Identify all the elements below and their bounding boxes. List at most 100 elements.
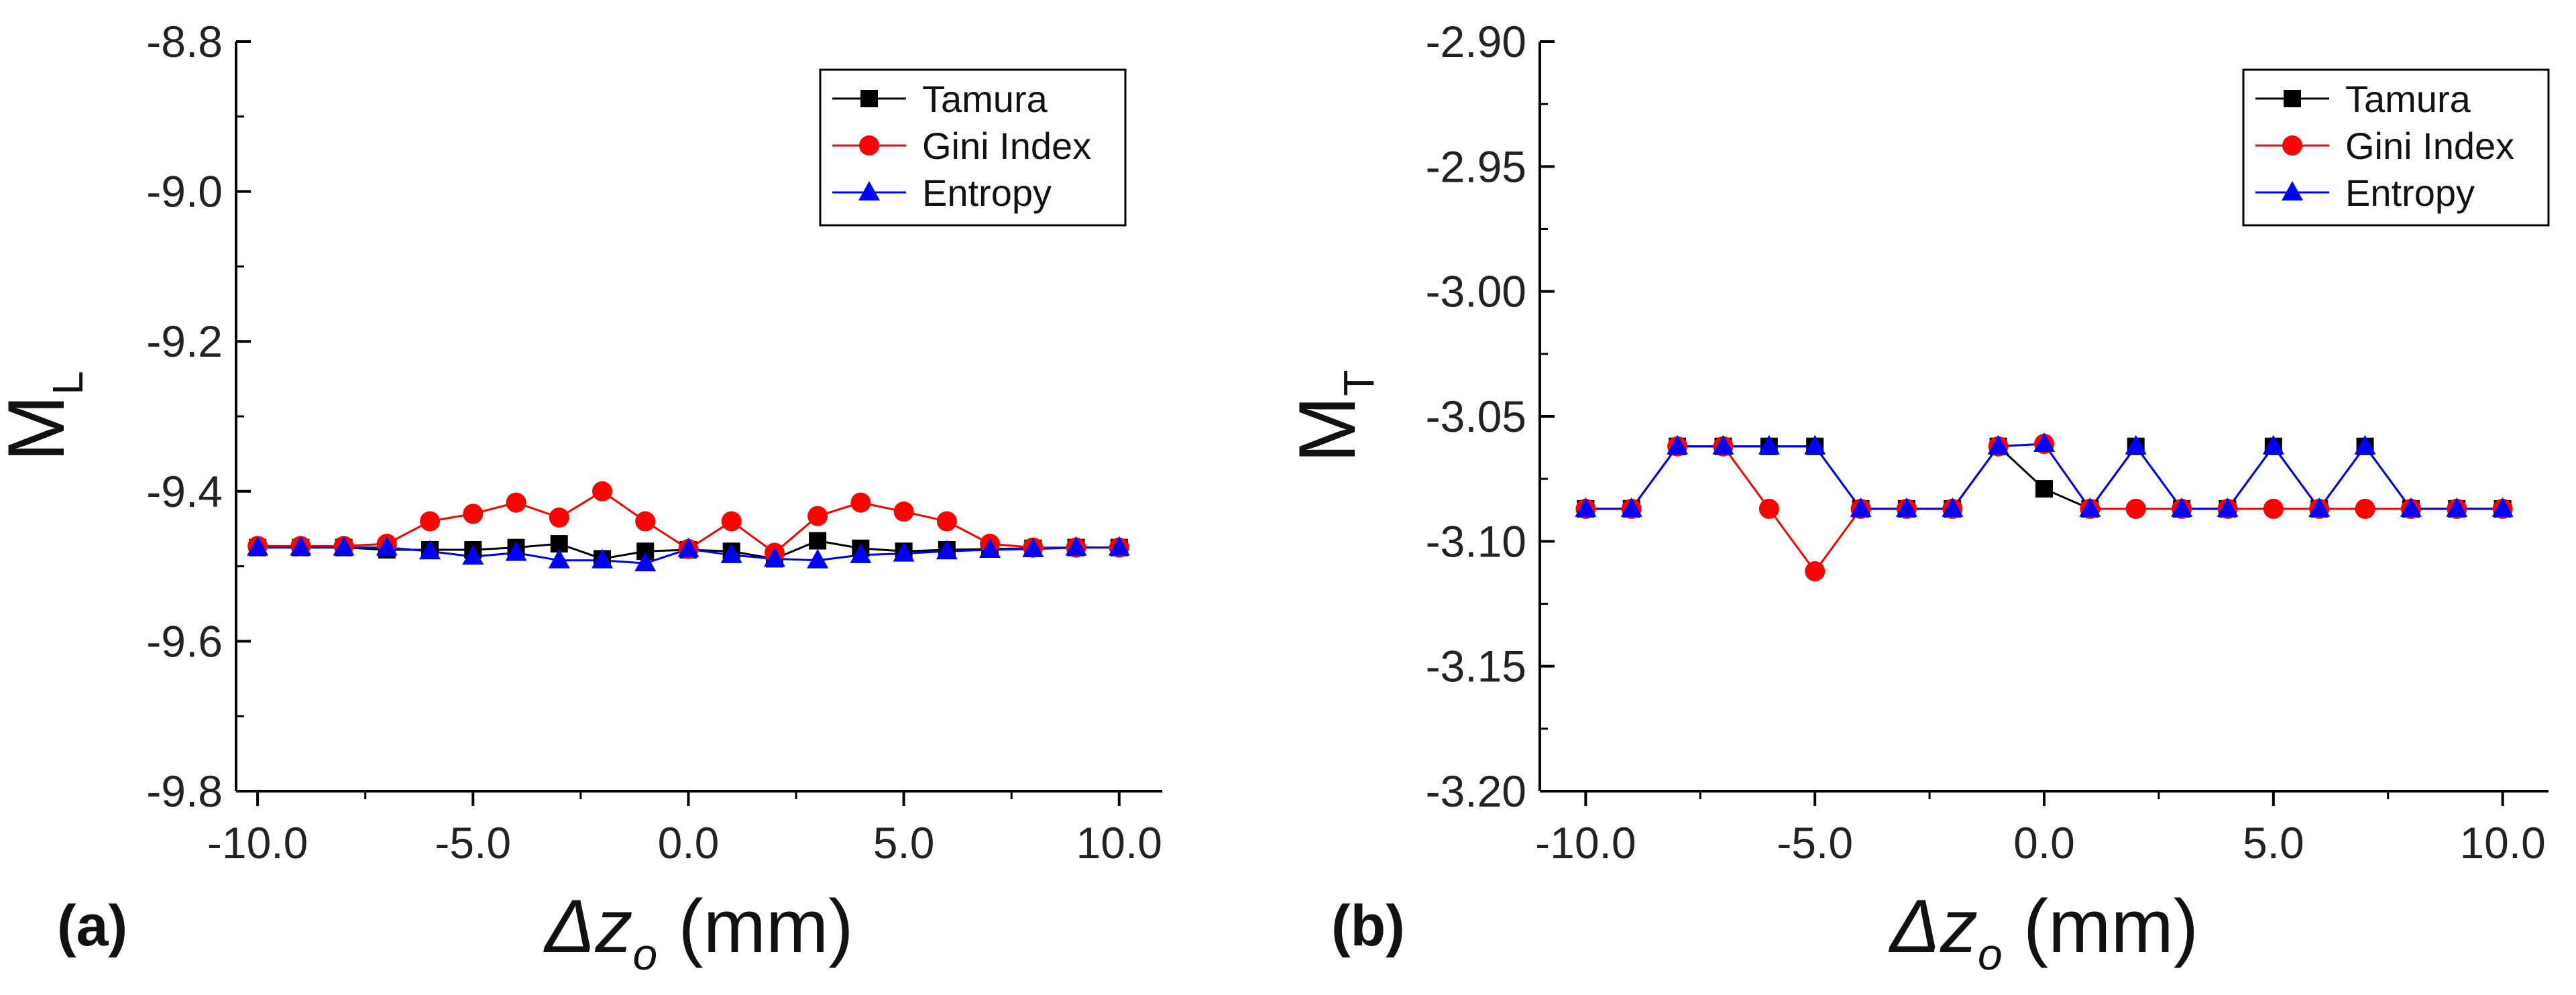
y-axis-label: MT (1282, 369, 1383, 463)
data-point-entropy (2079, 497, 2101, 517)
data-point-entropy (1942, 497, 1964, 517)
data-point-gini-index (1758, 498, 1779, 519)
data-point-entropy (2217, 497, 2239, 517)
data-point-entropy (2262, 434, 2284, 455)
data-point-gini-index (635, 511, 656, 532)
data-point-tamura (809, 532, 827, 550)
data-point-gini-index (2125, 498, 2146, 519)
legend-marker (860, 90, 878, 107)
data-point-entropy (1712, 434, 1734, 455)
panel-b: -2.90 -2.95 -3.00 -3.05 -3.10 -3.15 -3.20-10.0… (1282, 17, 2550, 979)
data-point-entropy (936, 540, 958, 560)
legend-label: Entropy (2345, 172, 2475, 214)
data-point-gini-index (420, 511, 441, 532)
x-axis-label-main: Δz (1888, 884, 1978, 968)
y-axis-label: ML (0, 371, 92, 462)
data-point-gini-index (2263, 498, 2284, 519)
x-axis-label: Δzo (mm) (1888, 884, 2198, 979)
y-tick-label: -9.8 (146, 766, 223, 816)
data-point-entropy (807, 548, 829, 569)
data-point-gini-index (463, 504, 484, 524)
data-point-entropy (893, 542, 915, 562)
x-axis-label-unit: (mm) (657, 884, 853, 968)
legend-marker (858, 181, 880, 200)
data-point-entropy (850, 543, 872, 563)
data-point-gini-index (936, 511, 957, 532)
legend-marker (2282, 181, 2303, 200)
x-axis-label-subscript: o (633, 929, 658, 979)
x-tick-label: 10.0 (2459, 818, 2545, 868)
data-point-gini-index (807, 506, 828, 526)
x-tick-label: 5.0 (2243, 818, 2304, 868)
y-axis-label-subscript: L (44, 371, 92, 395)
data-point-gini-index (850, 492, 871, 513)
y-tick-label: -9.2 (146, 316, 223, 366)
data-point-gini-index (549, 507, 569, 528)
legend-label: Gini Index (922, 125, 1091, 167)
y-tick-label: -8.8 (146, 17, 223, 66)
data-point-entropy (2125, 434, 2147, 455)
data-point-entropy (1987, 434, 2009, 455)
x-axis-label-subscript: o (1978, 929, 2003, 979)
legend-label: Tamura (2345, 78, 2471, 120)
data-point-entropy (2033, 432, 2055, 452)
data-point-gini-index (1805, 561, 1826, 582)
data-point-entropy (1850, 497, 1872, 517)
y-tick-label: -9.4 (146, 467, 223, 516)
data-point-entropy (979, 538, 1001, 559)
x-tick-label: 5.0 (873, 818, 935, 868)
panel-a: -8.8 -9.0 -9.2 -9.4 -9.6 -9.8-10.0 -5.0 0.0 5.0 1… (0, 17, 1162, 979)
data-point-gini-index (506, 492, 526, 513)
x-axis-label: Δzo (mm) (543, 884, 853, 979)
y-tick-label: -9.0 (146, 167, 223, 217)
legend-label: Tamura (922, 78, 1048, 120)
data-point-entropy (634, 552, 657, 572)
legend-label: Entropy (922, 172, 1052, 214)
data-point-entropy (1108, 536, 1130, 556)
y-tick-label: -3.05 (1426, 392, 1526, 441)
data-point-entropy (677, 537, 699, 557)
x-tick-label: -10.0 (207, 818, 308, 868)
y-axis-label-subscript: T (1335, 369, 1383, 396)
data-point-gini-index (592, 481, 612, 502)
data-point-entropy (247, 536, 269, 556)
data-point-entropy (290, 536, 312, 556)
panel-label: (b) (1331, 894, 1405, 958)
data-point-entropy (763, 547, 785, 567)
data-point-entropy (419, 540, 441, 560)
data-point-gini-index (721, 511, 742, 532)
y-axis-label-main: M (0, 395, 81, 462)
data-point-entropy (2354, 434, 2376, 455)
x-tick-label: -5.0 (435, 818, 511, 868)
y-axis-label-main: M (1282, 396, 1372, 463)
data-point-entropy (1620, 497, 1642, 517)
data-point-entropy (720, 543, 742, 563)
legend-marker (2284, 90, 2301, 107)
panel-label: (a) (57, 894, 127, 958)
data-point-entropy (1022, 537, 1044, 557)
y-tick-label: -2.95 (1426, 141, 1526, 191)
data-point-entropy (2491, 497, 2514, 517)
data-point-entropy (1758, 434, 1780, 455)
data-point-entropy (2171, 497, 2193, 517)
x-axis-label-main: Δz (543, 884, 632, 968)
y-tick-label: -3.00 (1426, 267, 1526, 316)
x-axis-label-unit: (mm) (2003, 884, 2198, 968)
y-tick-label: -9.6 (146, 616, 223, 666)
data-point-gini-index (893, 501, 914, 522)
data-point-entropy (462, 545, 484, 565)
data-point-entropy (1667, 434, 1689, 455)
x-tick-label: -5.0 (1777, 818, 1853, 868)
data-point-entropy (2308, 497, 2331, 517)
y-tick-label: -2.90 (1426, 17, 1526, 66)
x-tick-label: 0.0 (658, 818, 720, 868)
data-point-gini-index (2355, 498, 2375, 519)
data-point-tamura (2035, 480, 2053, 498)
y-tick-label: -3.15 (1426, 642, 1526, 691)
data-point-entropy (548, 548, 570, 569)
data-point-entropy (591, 548, 613, 569)
y-tick-label: -3.20 (1426, 766, 1526, 816)
legend: Tamura Gini Index Entropy (819, 68, 1127, 227)
data-point-entropy (333, 536, 355, 556)
